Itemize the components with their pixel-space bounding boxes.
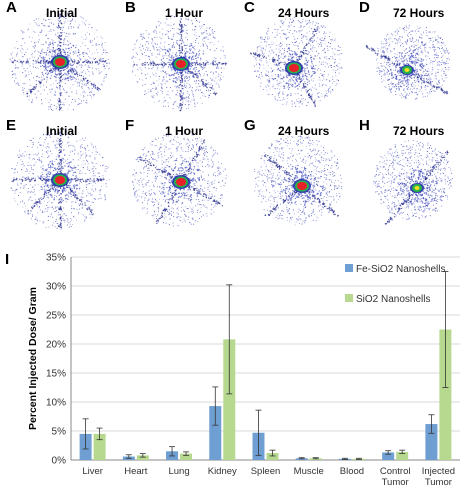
panel-letter: C [244,0,255,16]
scan-image [250,16,343,108]
panel-letter: H [359,117,370,134]
panel-letter: G [244,117,256,134]
panel-letter: A [6,0,17,16]
bar-sio2 [93,433,106,460]
y-tick-label: 35% [46,253,66,264]
scan-image [131,132,227,227]
y-tick-label: 5% [52,427,67,438]
panel-letter: D [359,0,370,16]
bar-chart: I 0% 5% 10% 15% 20% 25% 30% 35% Percent Injected … [5,251,460,488]
panel-title: 1 Hour [165,124,204,138]
panel-letter: F [125,117,135,134]
scan-image [372,139,453,225]
panel-title: 1 Hour [165,6,204,20]
bar-sio2 [439,329,452,460]
x-tick-label: Heart [124,466,148,477]
y-tick-label: 25% [46,311,66,322]
x-tick-label: Injected [422,466,455,477]
panel-title: 24 Hours [278,124,330,138]
x-tick-label: Lung [168,466,189,477]
panel-title: 24 Hours [278,6,330,20]
scan-image [9,12,110,112]
bar-fe-sio2 [209,406,222,460]
y-tick-label: 30% [46,282,66,293]
image-panel-e: E Initial [4,117,116,230]
panel-letter-i: I [5,251,9,268]
panel-title: Initial [46,6,78,20]
image-panel-g: G 24 Hours [242,117,354,230]
x-tick-label: Kidney [208,466,237,477]
x-tick-label: Muscle [294,466,324,477]
panel-letter: E [6,117,17,134]
image-panel-c: C 24 Hours [242,0,354,112]
bar-fe-sio2 [382,452,395,460]
x-tick-label: Control [380,466,411,477]
image-panel-b: B 1 Hour [123,0,235,112]
y-tick-label: 10% [46,398,66,409]
scan-image [253,135,343,226]
y-axis-label: Percent Injected Dose/ Gram [27,287,39,430]
image-panel-f: F 1 Hour [123,117,235,230]
x-tick-label: Tumor [382,477,409,488]
image-panel-h: H 72 Hours [357,117,469,230]
y-tick-label: 0% [52,456,67,467]
bar-sio2 [136,455,149,460]
scan-image [10,130,110,230]
panel-letter: B [125,0,136,16]
x-tick-label: Spleen [251,466,281,477]
y-tick-label: 15% [46,369,66,380]
scan-image [365,24,451,100]
bar-sio2 [396,451,409,460]
legend-swatch [345,294,353,302]
bar-sio2 [266,453,279,460]
image-panel-d: D 72 Hours [357,0,469,112]
x-tick-label: Blood [340,466,364,477]
legend-swatch [345,264,353,272]
y-tick-label: 20% [46,340,66,351]
bar-sio2 [223,339,236,460]
legend-label: Fe-SiO2 Nanoshells [356,264,445,275]
panel-title: 72 Hours [393,124,445,138]
x-tick-label: Tumor [425,477,452,488]
bar-sio2 [180,453,193,460]
panel-title: Initial [46,124,78,138]
legend-label: SiO2 Nanoshells [356,294,430,305]
scan-image [131,14,227,112]
panel-title: 72 Hours [393,6,445,20]
image-panel-a: A Initial [4,0,116,112]
x-tick-label: Liver [82,466,103,477]
